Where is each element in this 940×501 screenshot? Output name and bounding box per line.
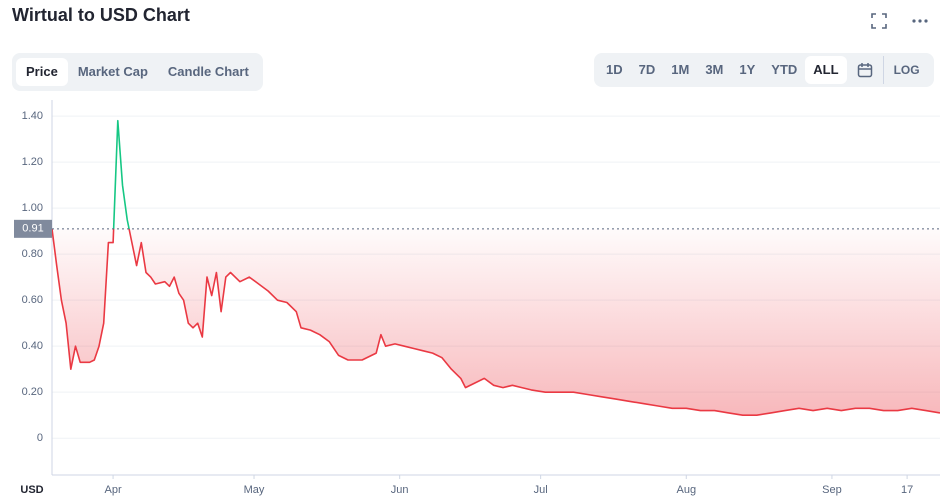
top-icons [871,13,928,29]
range-selector: 1D 7D 1M 3M 1Y YTD ALL LOG [594,53,934,87]
y-tick-label: 1.20 [22,156,43,168]
y-tick-label: 0 [37,432,43,444]
range-button[interactable]: ALL [805,56,847,84]
more-icon [918,19,922,23]
calendar-button[interactable] [847,56,884,84]
y-tick-label: 0.20 [22,386,43,398]
chart-tabs: Price Market Cap Candle Chart [12,53,263,91]
x-tick-label: Jun [391,484,409,496]
tab[interactable]: Market Cap [77,64,148,79]
currency-label: USD [20,484,43,496]
y-tick-label: 1.00 [22,202,43,214]
x-tick-label: Aug [676,484,696,496]
tab[interactable]: Candle Chart [167,64,249,79]
calendar-icon [857,63,872,78]
x-tick-label: 17 [901,484,913,496]
log-button[interactable]: LOG [893,63,920,77]
x-tick-label: Sep [822,484,842,496]
more-icon[interactable] [912,19,916,23]
tab[interactable]: Price [16,58,68,86]
page-title: Wirtual to USD Chart [12,5,190,25]
range-button[interactable]: 7D [638,62,656,77]
x-tick-label: Jul [534,484,548,496]
x-tick-label: Apr [105,484,122,496]
baseline-label: 0.91 [22,223,43,235]
y-tick-label: 0.80 [22,248,43,260]
range-button[interactable]: 1M [671,62,690,77]
range-button[interactable]: YTD [771,62,798,77]
x-tick-label: May [244,484,265,496]
y-tick-label: 1.40 [22,110,43,122]
baseline-label-box [14,219,52,238]
y-tick-label: 0.40 [22,340,43,352]
price-line [51,119,940,416]
price-area [52,228,940,416]
y-tick-label: 0.60 [22,294,43,306]
range-button[interactable]: 3M [705,62,724,77]
more-icon [924,19,928,23]
range-button[interactable]: 1Y [739,62,756,77]
fullscreen-icon[interactable] [871,13,887,29]
range-button[interactable]: 1D [606,62,623,77]
